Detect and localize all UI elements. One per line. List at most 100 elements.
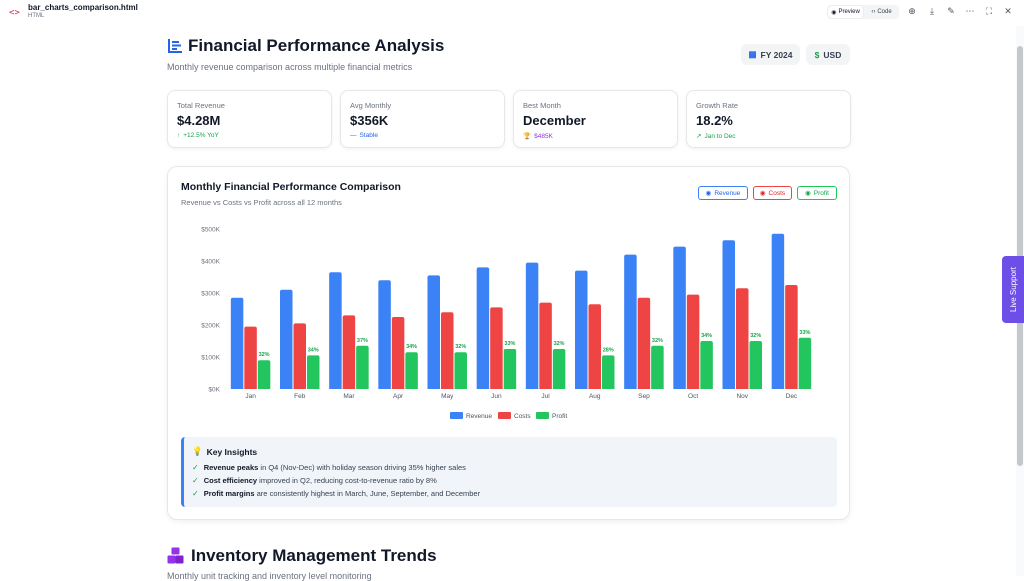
x-tick-label: Feb [294, 393, 306, 400]
profit-margin-label: 33% [504, 341, 515, 347]
bar-costs [637, 297, 651, 389]
bar-costs [736, 288, 749, 389]
chart-card: Monthly Financial Performance Comparison… [167, 166, 850, 520]
fullscreen-icon[interactable]: ⛶ [985, 7, 993, 17]
bar-costs [244, 326, 257, 389]
bar-costs [539, 302, 552, 389]
x-tick-label: Sep [638, 393, 650, 400]
close-icon[interactable]: ✕ [1004, 7, 1012, 17]
code-button[interactable]: ‹› Code [871, 9, 892, 15]
legend-swatch [498, 412, 511, 419]
toggle-profit-button[interactable]: ◉ Profit [797, 186, 837, 200]
window-toolbar: <> bar_charts_comparison.html HTML ◉ Prev… [0, 0, 1024, 26]
arrow-up-icon: ↑ [177, 132, 181, 139]
bar-profit [749, 341, 762, 389]
bar-profit [651, 345, 664, 389]
view-toggle: ◉ Preview ‹› Code [827, 5, 899, 19]
insight-item: ✓ Cost efficiency improved in Q2, reduci… [192, 476, 437, 485]
trophy-icon: 🏆 [523, 133, 532, 140]
y-tick-label: $500K [201, 227, 220, 234]
key-insights-panel: 💡 Key Insights ✓ Revenue peaks in Q4 (No… [181, 437, 837, 507]
toggle-revenue-button[interactable]: ◉ Revenue [698, 186, 748, 200]
check-icon: ✓ [192, 489, 199, 498]
check-icon: ✓ [192, 476, 199, 485]
x-tick-label: Dec [786, 393, 798, 400]
more-icon[interactable]: ⋯ [965, 7, 975, 17]
legend-label: Revenue [466, 413, 492, 420]
bar-profit [503, 349, 517, 389]
check-icon: ✓ [192, 463, 199, 472]
profit-margin-label: 32% [750, 333, 761, 339]
eye-icon: ◉ [831, 9, 837, 16]
stat-card-growth-rate: Growth Rate 18.2% ↗ Jan to Dec [686, 90, 851, 148]
stat-card-best-month: Best Month December 🏆 $485K [513, 90, 678, 148]
bar-profit [307, 355, 320, 389]
chart-subtitle: Revenue vs Costs vs Profit across all 12… [181, 198, 342, 207]
dollar-icon: $ [814, 49, 820, 60]
live-support-button[interactable]: Live Support [1002, 256, 1024, 323]
preview-button[interactable]: ◉ Preview [828, 6, 863, 18]
eye-icon: ◉ [705, 190, 712, 197]
stat-card-avg-monthly: Avg Monthly $356K — Stable [340, 90, 505, 148]
insights-title: 💡 Key Insights [192, 446, 258, 457]
eye-icon: ◉ [759, 190, 766, 197]
bar-costs [588, 304, 601, 389]
y-tick-label: $100K [201, 355, 220, 362]
toggle-costs-button[interactable]: ◉ Costs [753, 186, 792, 200]
bar-costs [686, 294, 700, 389]
bar-profit [405, 352, 418, 389]
currency-pill[interactable]: $ USD [806, 44, 850, 65]
stat-sub: ↑ +12.5% YoY [177, 132, 219, 139]
bar-revenue [624, 254, 637, 389]
inventory-title: Inventory Management Trends [191, 546, 437, 565]
y-tick-label: $200K [201, 323, 220, 330]
profit-margin-label: 28% [603, 347, 614, 353]
stat-card-total-revenue: Total Revenue $4.28M ↑ +12.5% YoY [167, 90, 332, 148]
stat-value: December [523, 113, 586, 128]
bar-revenue [673, 246, 686, 389]
stat-value: $4.28M [177, 113, 221, 128]
x-tick-label: Nov [736, 393, 748, 400]
page-subtitle: Monthly revenue comparison across multip… [167, 62, 413, 72]
profit-margin-label: 32% [554, 341, 565, 347]
bar-profit [356, 345, 369, 389]
profit-margin-label: 32% [455, 344, 466, 350]
legend-swatch [450, 412, 463, 419]
bar-revenue [771, 233, 785, 389]
legend-swatch [536, 412, 549, 419]
x-tick-label: Jan [245, 393, 256, 400]
edit-icon[interactable]: ✎ [947, 7, 955, 17]
profit-margin-label: 34% [308, 347, 319, 353]
stat-value: $356K [350, 113, 389, 128]
bar-revenue [329, 272, 342, 389]
y-tick-label: $300K [201, 291, 220, 298]
bar-profit [602, 355, 615, 389]
bar-costs [490, 307, 503, 389]
legend-label: Costs [514, 413, 531, 420]
x-tick-label: Aug [589, 393, 601, 400]
bar-revenue [525, 262, 539, 389]
profit-margin-label: 34% [406, 344, 417, 350]
stat-label: Growth Rate [696, 101, 739, 110]
eye-icon: ◉ [805, 190, 811, 197]
bar-revenue [230, 297, 244, 389]
y-tick-label: $400K [201, 259, 220, 266]
profit-margin-label: 33% [799, 330, 810, 336]
file-type: HTML [28, 13, 45, 19]
bar-revenue [575, 270, 588, 389]
insight-item: ✓ Profit margins are consistently highes… [192, 489, 481, 498]
inventory-subtitle: Monthly unit tracking and inventory leve… [167, 571, 372, 581]
bar-revenue [378, 280, 391, 389]
download-icon[interactable]: ⤓ [930, 7, 934, 17]
bar-costs [785, 285, 798, 389]
bar-costs [441, 312, 454, 389]
boxes-icon [167, 547, 184, 564]
chart-bar-icon [168, 39, 182, 53]
stat-label: Avg Monthly [350, 101, 392, 110]
globe-icon[interactable]: ⊕ [908, 7, 916, 17]
fiscal-year-pill[interactable]: ▦ FY 2024 [741, 44, 800, 65]
calendar-icon: ▦ [748, 49, 757, 59]
stat-sub: ↗ Jan to Dec [696, 132, 736, 141]
insight-item: ✓ Revenue peaks in Q4 (Nov-Dec) with hol… [192, 463, 466, 472]
profit-margin-label: 37% [357, 338, 368, 344]
